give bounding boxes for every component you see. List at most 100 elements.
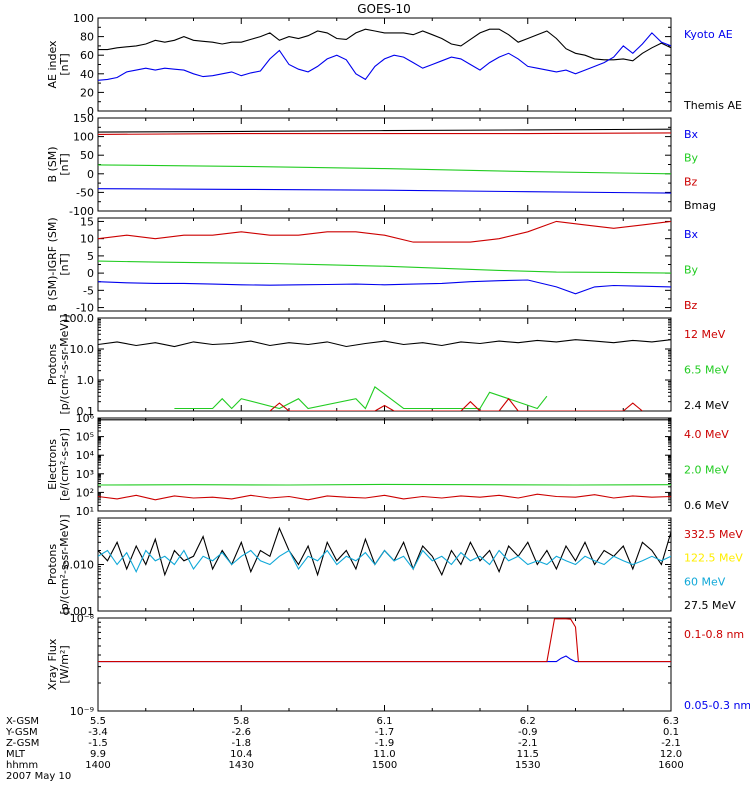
- x-row-value: 1530: [515, 760, 540, 771]
- x-row-value: 9.9: [90, 749, 106, 760]
- y-tick-label: 20: [80, 86, 94, 99]
- y-tick-label: 100.0: [63, 312, 95, 325]
- x-row-value: -1.8: [231, 738, 251, 749]
- y-tick-label: 80: [80, 31, 94, 44]
- y-tick-label: 15: [80, 215, 94, 228]
- y-axis-label: B (SM)-IGRF (SM): [46, 217, 59, 311]
- series-0-05-0-3-nm: [98, 655, 671, 663]
- panel-frame: [97, 517, 672, 612]
- y-tick-label: 150: [73, 112, 94, 125]
- x-row-label: Y-GSM: [5, 727, 38, 738]
- y-axis-units: [e/(cm²-s-sr)]: [58, 428, 71, 501]
- x-row-value: -1.5: [88, 738, 108, 749]
- x-row-label: hhmm: [6, 760, 38, 771]
- panel-1: 0 20 40 60 80 100 AE index [nT] Kyoto AE Themis A…: [46, 12, 742, 118]
- panel-2: -100 -50 0 50 100 150 B (SM) [nT] Bx By Bz Bmag: [46, 112, 716, 218]
- x-row-label: X-GSM: [6, 716, 39, 727]
- x-row-value: -0.9: [518, 727, 538, 738]
- panel-7: 10⁻⁹ 10⁻⁸ Xray Flux [W/m²] 0.1-0.8 nm 0.05-0.…: [46, 612, 750, 718]
- y-tick-label: 1.0: [77, 374, 95, 387]
- legend-122-5-mev: 122.5 MeV: [684, 552, 743, 565]
- y-tick-label: -10: [76, 302, 94, 315]
- x-row-value: 11.5: [517, 749, 539, 760]
- figure-title: GOES-10: [357, 2, 411, 16]
- series-bz: [98, 132, 671, 135]
- x-row-value: 6.2: [520, 716, 536, 727]
- y-tick-label: 10⁻⁹: [70, 705, 94, 718]
- y-tick-label: 10.0: [70, 343, 95, 356]
- x-row-value: -1.7: [375, 727, 395, 738]
- panel-frame: [97, 317, 672, 412]
- y-tick-label: 10⁴: [76, 449, 95, 462]
- x-row-label: MLT: [6, 749, 26, 760]
- y-tick-label: 0: [87, 267, 94, 280]
- y-tick-label: 10: [80, 233, 94, 246]
- y-tick-label: 0.010: [63, 559, 95, 572]
- legend-0-6-mev: 0.6 MeV: [684, 499, 729, 512]
- series-by: [98, 164, 671, 175]
- y-tick-label: 60: [80, 49, 94, 62]
- x-row-value: -2.1: [518, 738, 538, 749]
- y-axis-units: [W/m²]: [58, 645, 71, 683]
- x-row-value: 1400: [85, 760, 110, 771]
- y-tick-label: 10⁻⁸: [70, 612, 95, 625]
- series-bmag: [98, 128, 671, 133]
- y-axis-units: [p/(cm²-s-sr-MeV)]: [58, 515, 71, 615]
- panel-frame: [97, 17, 672, 112]
- y-axis-label: B (SM): [46, 146, 59, 182]
- legend-332-5-mev: 332.5 MeV: [684, 528, 743, 541]
- y-tick-label: 100: [73, 131, 94, 144]
- y-tick-label: 10¹: [76, 505, 94, 518]
- x-row-value: -1.9: [375, 738, 395, 749]
- series-0-1-0-8-nm: [98, 618, 671, 663]
- legend-bmag: Bmag: [684, 199, 716, 212]
- series-4-0-mev: [98, 493, 671, 501]
- x-row-value: 5.8: [233, 716, 249, 727]
- panel-frame: [97, 617, 672, 712]
- y-axis-units: [nT]: [58, 53, 71, 75]
- legend-6-5-mev: 6.5 MeV: [684, 364, 729, 377]
- x-axis-ephemeris-table: X-GSM 5.5 5.8 6.1 6.2 6.3 Y-GSM -3.4 -2.6 -1.7 -0.…: [5, 716, 684, 782]
- legend-4-0-mev: 4.0 MeV: [684, 428, 729, 441]
- legend-bz: Bz: [684, 299, 698, 312]
- x-row-value: 5.5: [90, 716, 106, 727]
- y-axis-label: Xray Flux: [46, 638, 59, 690]
- panel-frame: [97, 217, 672, 312]
- legend-bx: Bx: [684, 228, 699, 241]
- date-label: 2007 May 10: [6, 771, 71, 782]
- y-tick-label: -50: [76, 186, 94, 199]
- y-axis-units: [p/(cm²-s-sr-MeV)]: [58, 315, 71, 415]
- series-themis-ae: [98, 28, 671, 62]
- x-row-value: 1600: [658, 760, 683, 771]
- y-tick-label: 10⁵: [76, 431, 94, 444]
- x-row-value: 12.0: [660, 749, 682, 760]
- series-12-mev: [269, 397, 643, 411]
- x-row-value: 6.1: [377, 716, 393, 727]
- y-tick-label: 100: [73, 12, 94, 25]
- y-tick-label: 50: [80, 149, 94, 162]
- y-axis-label: Electrons: [46, 439, 59, 490]
- legend-60-mev: 60 MeV: [684, 575, 726, 588]
- legend-themis-ae: Themis AE: [683, 99, 742, 112]
- x-row-value: -2.6: [231, 727, 251, 738]
- panel-4: 0.1 1.0 10.0 100.0 Protons [p/(cm²-s-sr-MeV)]…: [46, 312, 729, 418]
- series-bx: [98, 279, 671, 295]
- legend-12-mev: 12 MeV: [684, 328, 726, 341]
- legend-27-5-mev: 27.5 MeV: [684, 599, 736, 612]
- legend-2-0-mev: 2.0 MeV: [684, 464, 729, 477]
- series-by: [98, 260, 671, 274]
- y-tick-label: 5: [87, 250, 94, 263]
- y-axis-units: [nT]: [58, 253, 71, 275]
- panel-3: -10 -5 0 5 10 15 B (SM)-IGRF (SM) [nT] Bx By Bz: [46, 215, 699, 314]
- series-bz: [98, 220, 671, 243]
- x-row-label: Z-GSM: [6, 738, 39, 749]
- legend-kyoto-ae: Kyoto AE: [684, 28, 733, 41]
- x-row-value: 0.1: [663, 727, 679, 738]
- y-tick-label: 40: [80, 68, 94, 81]
- x-row-value: -3.4: [88, 727, 108, 738]
- y-tick-label: 0: [87, 168, 94, 181]
- x-row-value: 1500: [372, 760, 397, 771]
- legend-by: By: [684, 152, 699, 165]
